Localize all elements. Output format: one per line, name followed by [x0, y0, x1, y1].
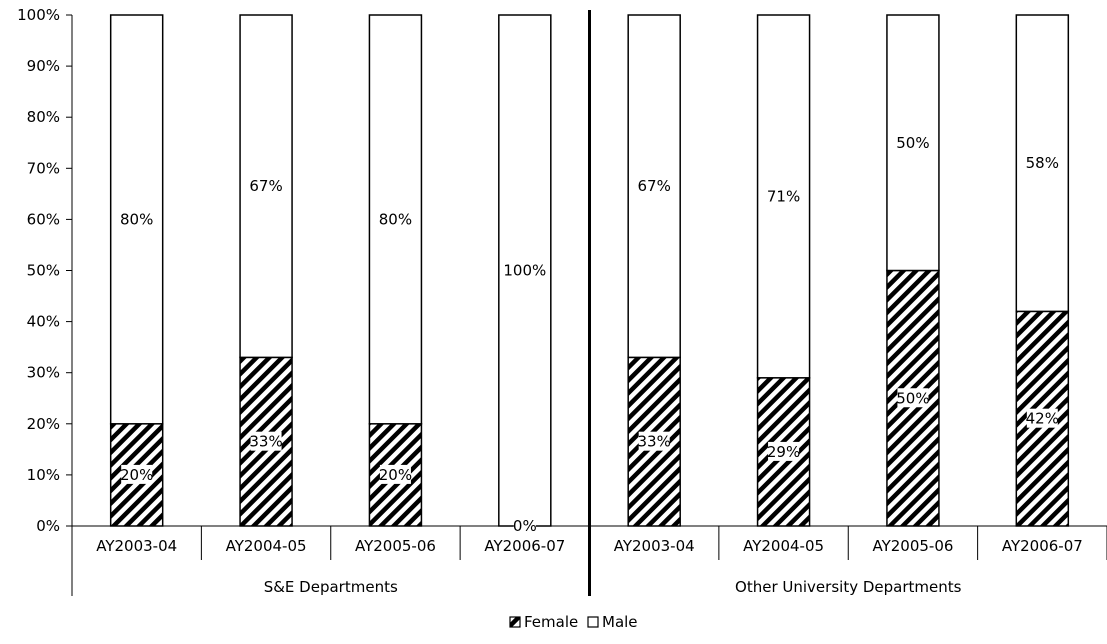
data-label-bg: [121, 209, 153, 229]
data-label-bg: [379, 209, 411, 229]
x-tick-label: AY2003-04: [614, 537, 695, 555]
legend-swatch-male: [587, 616, 599, 628]
data-label-male: 71%: [767, 187, 800, 205]
data-label-male: 80%: [120, 210, 153, 228]
y-tick-label: 90%: [27, 57, 60, 75]
y-tick-label: 20%: [27, 415, 60, 433]
data-label-female: 0%: [513, 517, 537, 535]
legend-label-male: Male: [602, 613, 638, 631]
data-label-bg: [513, 516, 536, 535]
data-label-bg: [1026, 153, 1058, 173]
data-label-bg: [121, 464, 153, 484]
legend-label-female: Female: [524, 613, 578, 631]
data-label-bg: [897, 388, 929, 408]
y-tick-label: 60%: [27, 210, 60, 228]
x-tick-label: AY2005-06: [872, 537, 953, 555]
x-tick-label: AY2003-04: [96, 537, 177, 555]
data-label-female: 20%: [120, 466, 153, 484]
data-label-bg: [638, 176, 670, 196]
data-label-bg: [768, 186, 800, 206]
data-label-bg: [504, 260, 545, 280]
y-tick-label: 30%: [27, 364, 60, 382]
data-label-bg: [250, 176, 282, 196]
y-tick-label: 70%: [27, 159, 60, 177]
x-tick-label: AY2006-07: [484, 537, 565, 555]
data-label-female: 42%: [1026, 410, 1059, 428]
data-label-bg: [638, 431, 670, 451]
y-tick-label: 80%: [27, 108, 60, 126]
bar-female: [627, 356, 681, 527]
data-label-bg: [768, 441, 800, 461]
data-label-female: 20%: [379, 466, 412, 484]
data-label-bg: [897, 132, 929, 152]
x-tick-label: AY2005-06: [355, 537, 436, 555]
data-label-male: 100%: [503, 262, 546, 280]
x-tick-label: AY2004-05: [226, 537, 307, 555]
y-tick-label: 10%: [27, 466, 60, 484]
data-label-bg: [1026, 408, 1058, 428]
data-label-female: 33%: [638, 433, 671, 451]
data-label-male: 50%: [896, 134, 929, 152]
y-tick-label: 40%: [27, 313, 60, 331]
x-tick-label: AY2004-05: [743, 537, 824, 555]
data-label-male: 67%: [638, 177, 671, 195]
data-label-bg: [250, 431, 282, 451]
group-label: Other University Departments: [735, 578, 962, 596]
data-label-male: 80%: [379, 210, 412, 228]
data-label-female: 50%: [896, 389, 929, 407]
y-tick-label: 100%: [17, 6, 60, 24]
data-label-female: 33%: [249, 433, 282, 451]
y-tick-label: 0%: [36, 517, 60, 535]
data-label-female: 29%: [767, 443, 800, 461]
group-label: S&E Departments: [264, 578, 398, 596]
data-label-male: 67%: [249, 177, 282, 195]
data-label-male: 58%: [1026, 154, 1059, 172]
legend-swatch-female: [509, 616, 521, 628]
y-tick-label: 50%: [27, 262, 60, 280]
x-tick-label: AY2006-07: [1002, 537, 1083, 555]
bar-male: [1015, 14, 1070, 313]
data-label-bg: [379, 464, 411, 484]
